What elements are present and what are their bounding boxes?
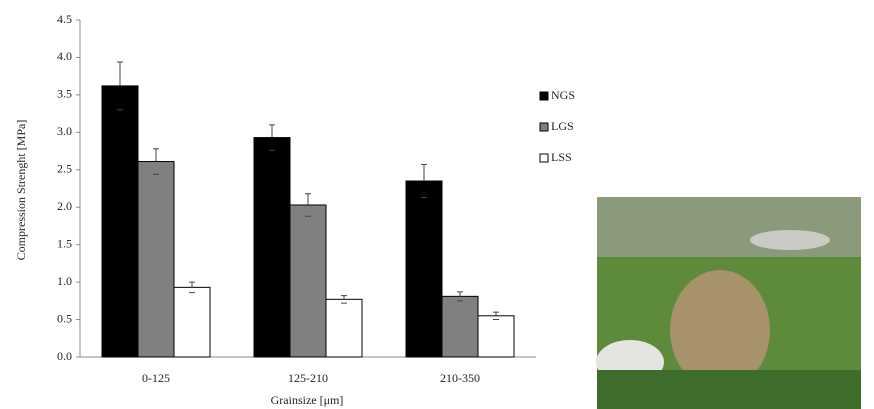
y-tick-label: 1.5	[57, 236, 72, 250]
legend-swatch	[540, 92, 548, 100]
bar	[442, 296, 478, 357]
bar	[138, 162, 174, 357]
legend-label: LSS	[551, 150, 572, 164]
y-tick-label: 1.0	[57, 274, 72, 288]
photo	[596, 197, 861, 409]
legend-label: LGS	[551, 119, 574, 133]
bar	[102, 86, 138, 357]
photo-rocks	[597, 197, 861, 257]
y-tick-label: 0.5	[57, 311, 72, 325]
bar	[406, 181, 442, 357]
legend-label: NGS	[551, 88, 575, 102]
bar	[290, 205, 326, 357]
photo-rock	[750, 230, 830, 250]
legend-swatch	[540, 154, 548, 162]
chart: Compression Strenght [MPa] Grainsize [μm…	[0, 0, 874, 409]
photo-foreground	[597, 370, 861, 409]
y-tick-label: 3.5	[57, 87, 72, 101]
x-axis-label: Grainsize [μm]	[271, 393, 344, 407]
x-tick-label: 0-125	[142, 371, 170, 385]
y-tick-label: 3.0	[57, 124, 72, 138]
y-tick-label: 4.0	[57, 49, 72, 63]
bar	[254, 138, 290, 357]
y-tick-label: 2.0	[57, 199, 72, 213]
x-tick-label: 125-210	[288, 371, 328, 385]
x-tick-label: 210-350	[440, 371, 480, 385]
y-tick-label: 2.5	[57, 162, 72, 176]
y-tick-label: 0.0	[57, 349, 72, 363]
bar	[478, 316, 514, 357]
y-tick-label: 4.5	[57, 12, 72, 26]
bar	[326, 299, 362, 357]
bar	[174, 287, 210, 357]
y-axis-label: Compression Strenght [MPa]	[14, 120, 28, 261]
legend-swatch	[540, 123, 548, 131]
